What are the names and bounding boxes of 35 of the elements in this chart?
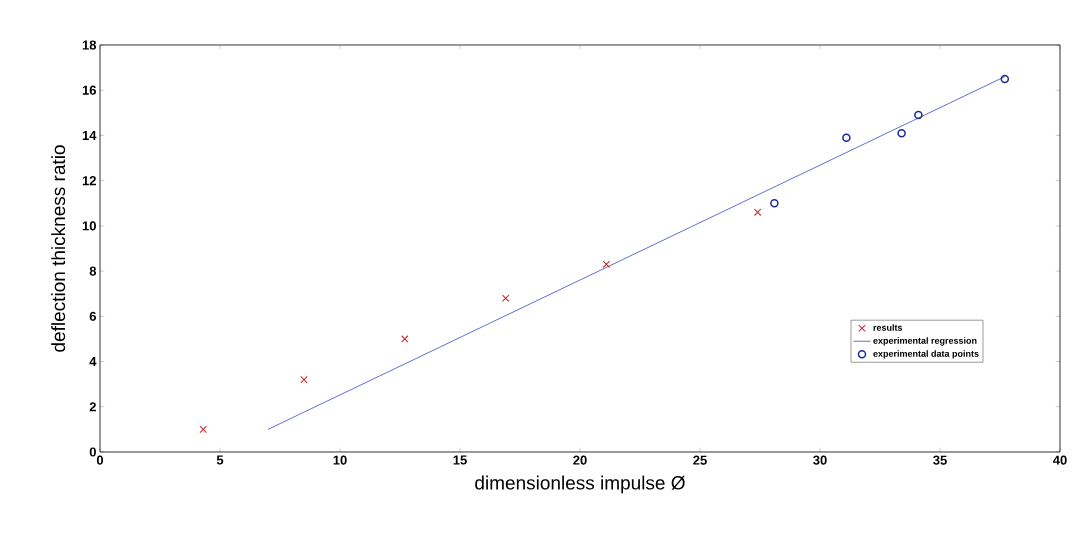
- point: [914, 110, 923, 120]
- point: [753, 208, 762, 217]
- y-tick-label: 4: [89, 357, 97, 367]
- point: [770, 199, 779, 208]
- legend-label: experimental data points: [873, 350, 979, 359]
- legend-label: experimental regression: [873, 337, 977, 346]
- point: [401, 335, 409, 343]
- y-tick-label: 2: [89, 402, 96, 412]
- point: [501, 294, 510, 302]
- y-tick-label: 14: [82, 130, 97, 140]
- legend-label: results: [873, 324, 903, 331]
- point: [199, 425, 207, 434]
- x-tick-label: 0: [96, 455, 104, 465]
- x-tick-label: 25: [693, 455, 707, 465]
- x-tick-label: 40: [1052, 455, 1067, 465]
- y-tick-label: 16: [82, 85, 96, 95]
- point: [1000, 74, 1010, 84]
- y-tick-label: 18: [82, 40, 97, 50]
- x-tick-label: 15: [453, 455, 467, 465]
- point: [842, 133, 851, 142]
- x-axis-title: dimensionless impulse Ø: [475, 475, 685, 494]
- point: [897, 128, 906, 138]
- y-axis-title: deflection thickness ratio: [51, 145, 66, 352]
- x-tick-label: 5: [216, 455, 224, 465]
- point: [602, 260, 611, 269]
- x-tick-label: 20: [573, 455, 587, 465]
- y-tick-label: 10: [82, 221, 96, 231]
- y-tick-label: 6: [89, 311, 96, 321]
- y-tick-label: 12: [82, 176, 96, 186]
- x-tick-label: 10: [333, 455, 347, 465]
- x-tick-label: 30: [813, 455, 827, 465]
- x-tick-label: 35: [933, 455, 947, 465]
- point: [300, 375, 308, 384]
- y-tick-label: 0: [89, 447, 96, 457]
- y-tick-label: 8: [89, 266, 97, 276]
